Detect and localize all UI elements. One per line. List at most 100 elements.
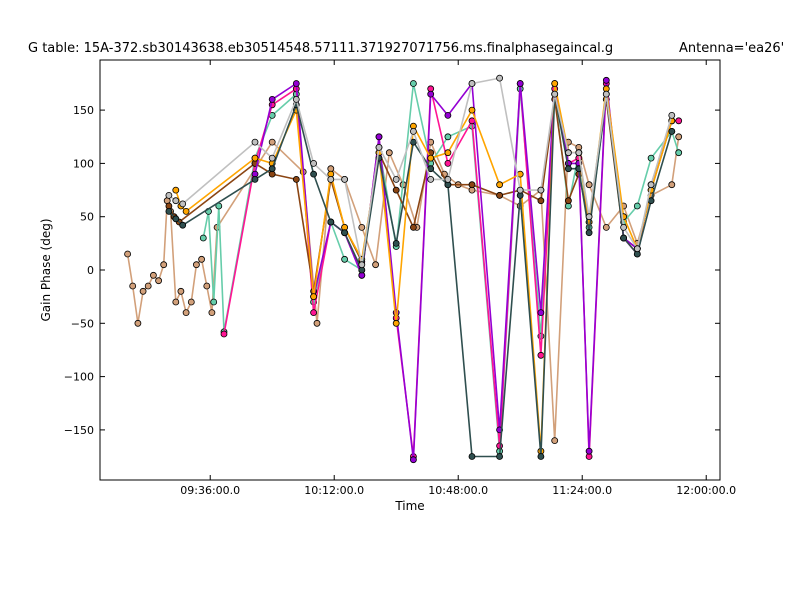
data-point bbox=[392, 239, 400, 247]
data-point bbox=[172, 298, 180, 306]
data-point bbox=[179, 200, 187, 208]
data-point bbox=[427, 90, 435, 98]
data-point bbox=[139, 287, 147, 295]
data-point bbox=[358, 223, 366, 231]
data-point bbox=[251, 175, 259, 183]
data-point bbox=[551, 90, 559, 98]
data-point bbox=[585, 447, 593, 455]
data-point bbox=[675, 133, 683, 141]
data-point bbox=[427, 165, 435, 173]
x-axis-label: Time bbox=[394, 499, 424, 513]
y-axis-label: Gain Phase (deg) bbox=[39, 218, 53, 321]
y-tick-label: 100 bbox=[73, 157, 94, 170]
y-tick-label: −100 bbox=[64, 371, 94, 384]
data-point bbox=[208, 309, 216, 317]
data-point bbox=[268, 165, 276, 173]
data-point bbox=[516, 80, 524, 87]
data-point bbox=[192, 261, 200, 269]
series-line bbox=[168, 93, 673, 458]
data-point bbox=[251, 138, 259, 146]
data-point bbox=[385, 149, 393, 157]
data-point bbox=[268, 138, 276, 146]
data-point bbox=[565, 197, 572, 205]
x-tick-label: 10:48:00.0 bbox=[428, 484, 488, 497]
series-line bbox=[126, 136, 680, 442]
data-point bbox=[341, 255, 349, 263]
data-point bbox=[668, 127, 676, 135]
data-point bbox=[358, 261, 366, 269]
data-point bbox=[155, 277, 163, 285]
data-point bbox=[647, 154, 655, 162]
data-point bbox=[496, 191, 504, 199]
data-point bbox=[292, 80, 300, 87]
data-point bbox=[537, 186, 545, 194]
data-point bbox=[602, 76, 610, 84]
data-point bbox=[144, 282, 152, 290]
series-7 bbox=[165, 74, 676, 269]
data-point bbox=[375, 143, 383, 151]
data-point bbox=[268, 154, 276, 162]
data-point bbox=[585, 181, 593, 189]
data-point bbox=[444, 175, 452, 183]
data-point bbox=[602, 223, 610, 231]
data-point bbox=[327, 175, 335, 183]
data-point bbox=[551, 80, 559, 87]
data-point bbox=[392, 319, 400, 327]
data-point bbox=[292, 175, 300, 183]
data-point bbox=[516, 186, 524, 194]
data-point bbox=[310, 293, 318, 301]
data-point bbox=[313, 319, 321, 327]
data-point bbox=[220, 330, 228, 338]
data-point bbox=[409, 138, 417, 146]
data-point bbox=[537, 453, 545, 460]
data-point bbox=[160, 261, 168, 269]
data-point bbox=[182, 309, 190, 317]
data-point bbox=[134, 319, 142, 327]
data-point bbox=[620, 234, 627, 242]
data-point bbox=[585, 229, 593, 237]
x-tick-label: 12:00:00.0 bbox=[676, 484, 736, 497]
y-tick-label: 150 bbox=[73, 104, 94, 117]
data-point bbox=[392, 186, 400, 194]
data-point bbox=[468, 106, 476, 114]
data-point bbox=[427, 175, 435, 183]
series-layer bbox=[124, 74, 683, 464]
data-point bbox=[129, 282, 137, 290]
chart-subtitle: Antenna='ea26' bbox=[679, 41, 784, 56]
data-point bbox=[668, 112, 676, 119]
data-point bbox=[575, 149, 583, 157]
data-point bbox=[179, 221, 187, 229]
data-point bbox=[565, 165, 572, 173]
data-point bbox=[187, 298, 195, 306]
data-point bbox=[565, 149, 572, 157]
data-point bbox=[203, 282, 211, 290]
y-axis: 150 100 50 0 −50 −100 −150 bbox=[64, 104, 720, 437]
data-point bbox=[444, 159, 452, 167]
data-point bbox=[165, 191, 173, 199]
data-point bbox=[537, 351, 545, 359]
data-point bbox=[620, 223, 627, 231]
data-point bbox=[341, 229, 349, 237]
y-tick-label: −50 bbox=[71, 317, 94, 330]
data-point bbox=[172, 186, 180, 194]
data-point bbox=[496, 453, 504, 460]
x-tick-label: 09:36:00.0 bbox=[180, 484, 240, 497]
data-point bbox=[199, 234, 207, 242]
data-point bbox=[310, 159, 318, 167]
data-point bbox=[375, 133, 383, 141]
data-point bbox=[647, 197, 655, 205]
data-point bbox=[675, 149, 683, 157]
data-point bbox=[198, 255, 206, 263]
data-point bbox=[551, 437, 559, 445]
data-point bbox=[392, 175, 400, 183]
y-tick-label: −150 bbox=[64, 424, 94, 437]
data-point bbox=[633, 245, 641, 253]
data-point bbox=[124, 250, 131, 258]
data-point bbox=[409, 80, 417, 87]
data-point bbox=[675, 117, 683, 125]
data-point bbox=[668, 181, 676, 189]
data-point bbox=[172, 197, 180, 205]
data-point bbox=[165, 207, 173, 215]
data-point bbox=[468, 181, 476, 189]
